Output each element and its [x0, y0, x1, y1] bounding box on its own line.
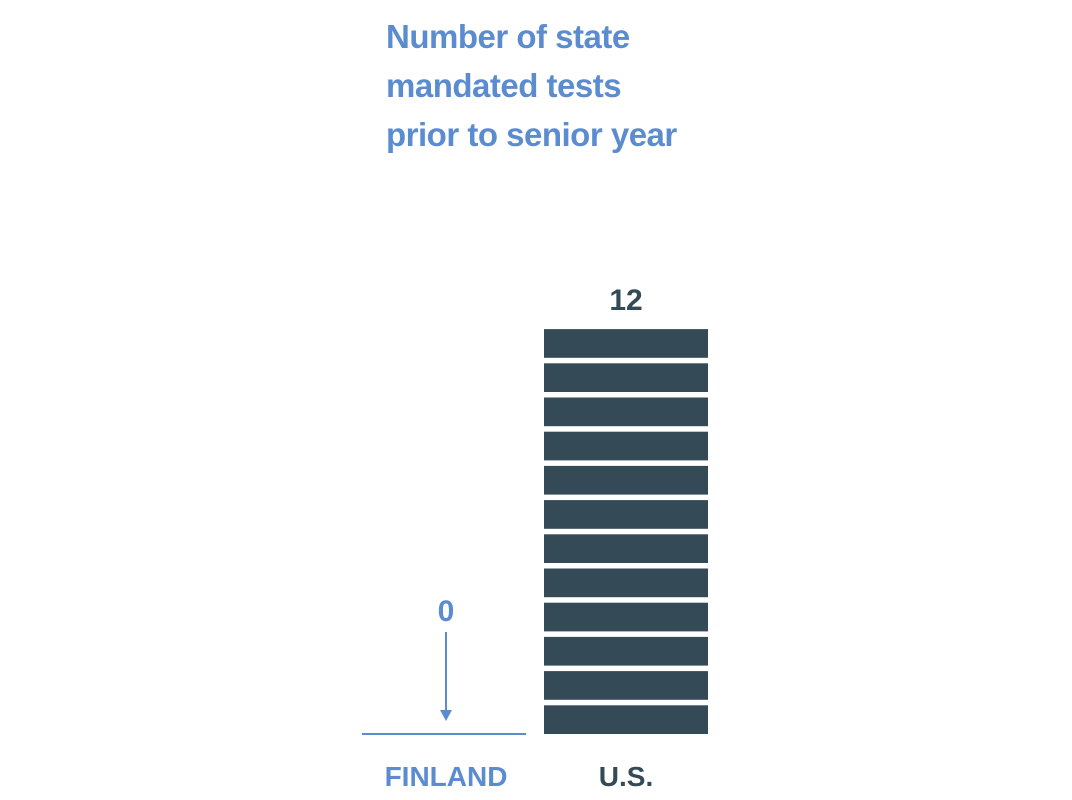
us-test-block	[544, 397, 708, 427]
us-test-block	[544, 705, 708, 734]
us-test-block	[544, 568, 708, 598]
us-test-block	[544, 636, 708, 666]
chart-title-line: mandated tests	[386, 67, 622, 104]
us-test-block	[544, 534, 708, 563]
us-test-block	[544, 602, 708, 632]
finland-arrow-head	[440, 710, 452, 721]
chart-title-line: Number of state	[386, 18, 630, 55]
chart-title-line: prior to senior year	[386, 116, 677, 153]
us-bar-stack	[544, 329, 708, 734]
us-test-block	[544, 431, 708, 461]
us-test-block	[544, 500, 708, 529]
us-test-block	[544, 671, 708, 700]
us-test-block	[544, 465, 708, 495]
category-label-finland: FINLAND	[385, 761, 508, 792]
us-value-label: 12	[609, 284, 642, 317]
us-test-block	[544, 329, 708, 358]
category-label-us: U.S.	[599, 761, 653, 792]
us-test-block	[544, 363, 708, 392]
finland-value-label: 0	[438, 595, 455, 628]
chart-title: Number of state mandated tests prior to …	[386, 12, 806, 159]
